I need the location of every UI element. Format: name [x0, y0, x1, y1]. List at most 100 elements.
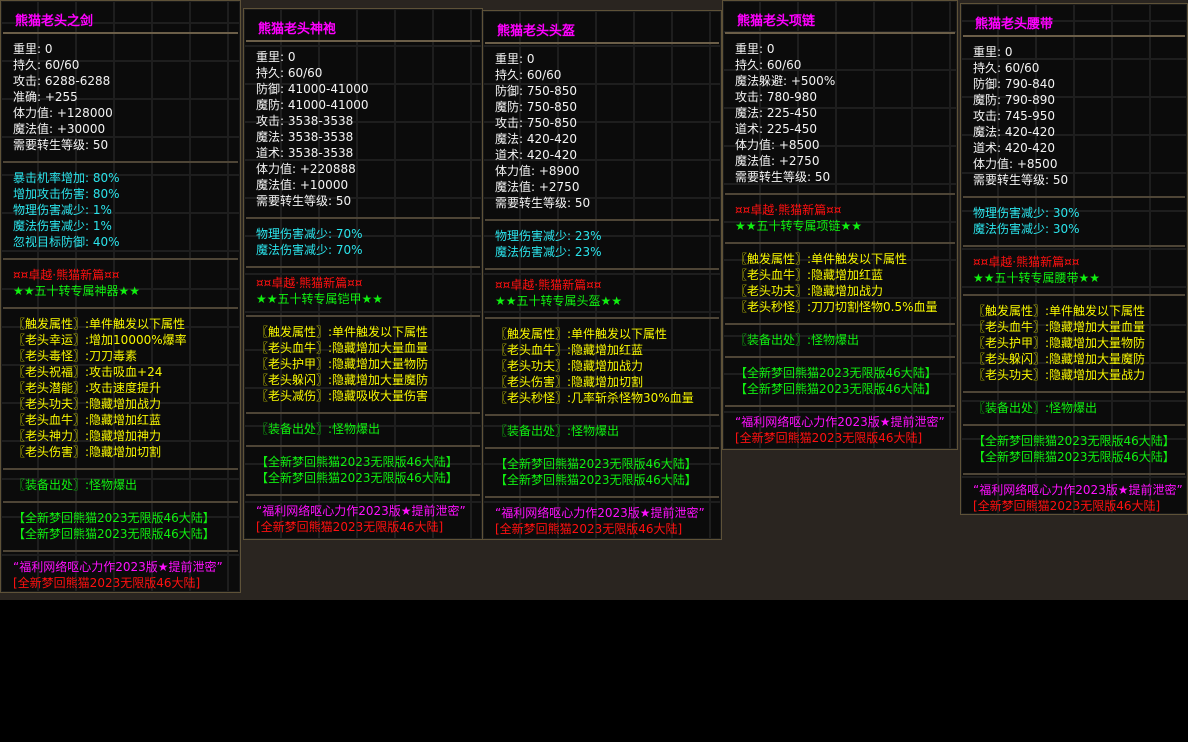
attribute-line: 魔法值: +2750 — [495, 180, 580, 194]
attribute-line: 魔法伤害减少: 23% — [495, 245, 602, 259]
tooltip-section: 物理伤害减少: 30% 魔法伤害减少: 30% — [963, 198, 1185, 247]
attribute-line: 道术: 420-420 — [973, 141, 1055, 155]
item-name: 熊猫老头项链 — [725, 1, 955, 34]
tooltip-section: 〖装备出处〗:怪物爆出 — [725, 325, 955, 358]
tooltip-section: 重里: 0 持久: 60/60 防御: 41000-41000 魔防: 41000-4… — [246, 42, 480, 219]
attribute-line: 魔法伤害减少: 30% — [973, 222, 1080, 236]
item-name: 熊猫老头之剑 — [3, 1, 238, 34]
attribute-line: 魔法值: +10000 — [256, 178, 349, 192]
attribute-line: ★★五十转专属神器★★ — [13, 284, 141, 298]
attribute-line: 物理伤害减少: 30% — [973, 206, 1080, 220]
attribute-line: 体力值: +128000 — [13, 106, 113, 120]
attribute-line: “福利网络呕心力作2023版★提前泄密” — [13, 560, 223, 574]
attribute-line: 攻击: 6288-6288 — [13, 74, 111, 88]
attribute-line: 持久: 60/60 — [973, 61, 1040, 75]
item-tooltip-helmet: 熊猫老头头盔 重里: 0 持久: 60/60 防御: 750-850 魔防: 750-8… — [482, 10, 722, 540]
attribute-line: 增加攻击伤害: 80% — [13, 187, 120, 201]
attribute-line: 魔法伤害减少: 70% — [256, 243, 363, 257]
tooltip-section: 〖装备出处〗:怪物爆出 — [963, 393, 1185, 426]
tooltip-section: 〖装备出处〗:怪物爆出 — [246, 414, 480, 447]
attribute-line: “福利网络呕心力作2023版★提前泄密” — [495, 506, 705, 520]
attribute-line: 〖老头血牛〗:隐藏增加红蓝 — [495, 343, 644, 357]
tooltip-section: 〖装备出处〗:怪物爆出 — [3, 470, 238, 503]
attribute-line: 【全新梦回熊猫2023无限版46大陆】 — [13, 511, 215, 525]
item-name: 熊猫老头头盔 — [485, 11, 719, 44]
attribute-line: 重里: 0 — [256, 50, 296, 64]
attribute-line: 〖装备出处〗:怪物爆出 — [735, 333, 860, 347]
attribute-line: ¤¤卓越·熊猫新篇¤¤ — [256, 276, 363, 290]
attribute-line: “福利网络呕心力作2023版★提前泄密” — [735, 415, 945, 429]
attribute-line: [全新梦回熊猫2023无限版46大陆] — [735, 431, 923, 445]
attribute-line: 体力值: +8500 — [735, 138, 820, 152]
attribute-line: 〖老头减伤〗:隐藏吸收大量伤害 — [256, 389, 429, 403]
attribute-line: 〖老头护甲〗:隐藏增加大量物防 — [256, 357, 429, 371]
attribute-line: “福利网络呕心力作2023版★提前泄密” — [973, 483, 1183, 497]
tooltip-section: “福利网络呕心力作2023版★提前泄密” [全新梦回熊猫2023无限版46大陆] — [3, 552, 238, 599]
tooltip-section: 【全新梦回熊猫2023无限版46大陆】 【全新梦回熊猫2023无限版46大陆】 — [3, 503, 238, 552]
tooltip-section: “福利网络呕心力作2023版★提前泄密” [全新梦回熊猫2023无限版46大陆] — [725, 407, 955, 454]
attribute-line: 重里: 0 — [495, 52, 535, 66]
attribute-line: 准确: +255 — [13, 90, 78, 104]
attribute-line: ★★五十转专属项链★★ — [735, 219, 863, 233]
attribute-line: 暴击机率增加: 80% — [13, 171, 120, 185]
attribute-line: 道术: 3538-3538 — [256, 146, 354, 160]
attribute-line: 〖老头幸运〗:增加10000%爆率 — [13, 333, 187, 347]
attribute-line: ★★五十转专属腰带★★ — [973, 271, 1101, 285]
tooltip-section: 重里: 0 持久: 60/60 攻击: 6288-6288 准确: +255 体力值: … — [3, 34, 238, 163]
attribute-line: 防御: 790-840 — [973, 77, 1055, 91]
item-tooltip-necklace: 熊猫老头项链 重里: 0 持久: 60/60 魔法躲避: +500% 攻击: 780-9… — [722, 0, 958, 450]
tooltip-section: 〖触发属性〗:单件触发以下属性 〖老头血牛〗:隐藏增加红蓝 〖老头功夫〗:隐藏增加战… — [485, 319, 719, 416]
attribute-line: 【全新梦回熊猫2023无限版46大陆】 — [973, 450, 1175, 464]
attribute-line: 魔防: 790-890 — [973, 93, 1055, 107]
attribute-line: 持久: 60/60 — [256, 66, 323, 80]
tooltip-section: ¤¤卓越·熊猫新篇¤¤ ★★五十转专属项链★★ — [725, 195, 955, 244]
attribute-line: 〖老头祝福〗:攻击吸血+24 — [13, 365, 163, 379]
attribute-line: “福利网络呕心力作2023版★提前泄密” — [256, 504, 466, 518]
attribute-line: 体力值: +8900 — [495, 164, 580, 178]
attribute-line: 重里: 0 — [735, 42, 775, 56]
item-name: 熊猫老头神袍 — [246, 9, 480, 42]
tooltip-section: 〖触发属性〗:单件触发以下属性 〖老头血牛〗:隐藏增加大量血量 〖老头护甲〗:隐藏增… — [963, 296, 1185, 393]
attribute-line: 道术: 420-420 — [495, 148, 577, 162]
attribute-line: 道术: 225-450 — [735, 122, 817, 136]
attribute-line: 〖触发属性〗:单件触发以下属性 — [973, 304, 1146, 318]
attribute-line: 持久: 60/60 — [13, 58, 80, 72]
attribute-line: 魔防: 750-850 — [495, 100, 577, 114]
tooltip-section: 〖装备出处〗:怪物爆出 — [485, 416, 719, 449]
attribute-line: 〖老头血牛〗:隐藏增加红蓝 — [13, 413, 162, 427]
attribute-line: ¤¤卓越·熊猫新篇¤¤ — [735, 203, 842, 217]
attribute-line: 持久: 60/60 — [735, 58, 802, 72]
attribute-line: 〖老头毒怪〗:刀刀毒素 — [13, 349, 138, 363]
attribute-line: 魔法: 420-420 — [495, 132, 577, 146]
tooltip-section: 【全新梦回熊猫2023无限版46大陆】 【全新梦回熊猫2023无限版46大陆】 — [485, 449, 719, 498]
attribute-line: 需要转生等级: 50 — [495, 196, 591, 210]
attribute-line: 【全新梦回熊猫2023无限版46大陆】 — [495, 457, 697, 471]
item-tooltip-belt: 熊猫老头腰带 重里: 0 持久: 60/60 防御: 790-840 魔防: 790-8… — [960, 3, 1188, 515]
attribute-line: 〖老头护甲〗:隐藏增加大量物防 — [973, 336, 1146, 350]
tooltip-section: 〖触发属性〗:单件触发以下属性 〖老头幸运〗:增加10000%爆率 〖老头毒怪〗:刀… — [3, 309, 238, 470]
attribute-line: 〖老头血牛〗:隐藏增加红蓝 — [735, 268, 884, 282]
tooltip-section: ¤¤卓越·熊猫新篇¤¤ ★★五十转专属腰带★★ — [963, 247, 1185, 296]
attribute-line: 〖老头血牛〗:隐藏增加大量血量 — [256, 341, 429, 355]
tooltip-section: 【全新梦回熊猫2023无限版46大陆】 【全新梦回熊猫2023无限版46大陆】 — [246, 447, 480, 496]
attribute-line: 【全新梦回熊猫2023无限版46大陆】 — [735, 382, 937, 396]
attribute-line: 〖老头躲闪〗:隐藏增加大量魔防 — [973, 352, 1146, 366]
attribute-line: ¤¤卓越·熊猫新篇¤¤ — [973, 255, 1080, 269]
item-tooltip-robe: 熊猫老头神袍 重里: 0 持久: 60/60 防御: 41000-41000 魔防: 4… — [243, 8, 483, 540]
attribute-line: 物理伤害减少: 70% — [256, 227, 363, 241]
tooltip-section: 重里: 0 持久: 60/60 防御: 790-840 魔防: 790-890 攻击: … — [963, 37, 1185, 198]
attribute-line: 忽视目标防御: 40% — [13, 235, 120, 249]
attribute-line: 〖老头血牛〗:隐藏增加大量血量 — [973, 320, 1146, 334]
attribute-line: 魔法: 225-450 — [735, 106, 817, 120]
attribute-line: 〖老头伤害〗:隐藏增加切割 — [495, 375, 644, 389]
attribute-line: 〖装备出处〗:怪物爆出 — [495, 424, 620, 438]
attribute-line: [全新梦回熊猫2023无限版46大陆] — [495, 522, 683, 536]
attribute-line: 体力值: +220888 — [256, 162, 356, 176]
attribute-line: 〖装备出处〗:怪物爆出 — [256, 422, 381, 436]
attribute-line: 物理伤害减少: 1% — [13, 203, 112, 217]
tooltip-section: ¤¤卓越·熊猫新篇¤¤ ★★五十转专属铠甲★★ — [246, 268, 480, 317]
attribute-line: 〖老头躲闪〗:隐藏增加大量魔防 — [256, 373, 429, 387]
tooltip-section: 物理伤害减少: 23% 魔法伤害减少: 23% — [485, 221, 719, 270]
attribute-line: 【全新梦回熊猫2023无限版46大陆】 — [495, 473, 697, 487]
attribute-line: 〖触发属性〗:单件触发以下属性 — [256, 325, 429, 339]
